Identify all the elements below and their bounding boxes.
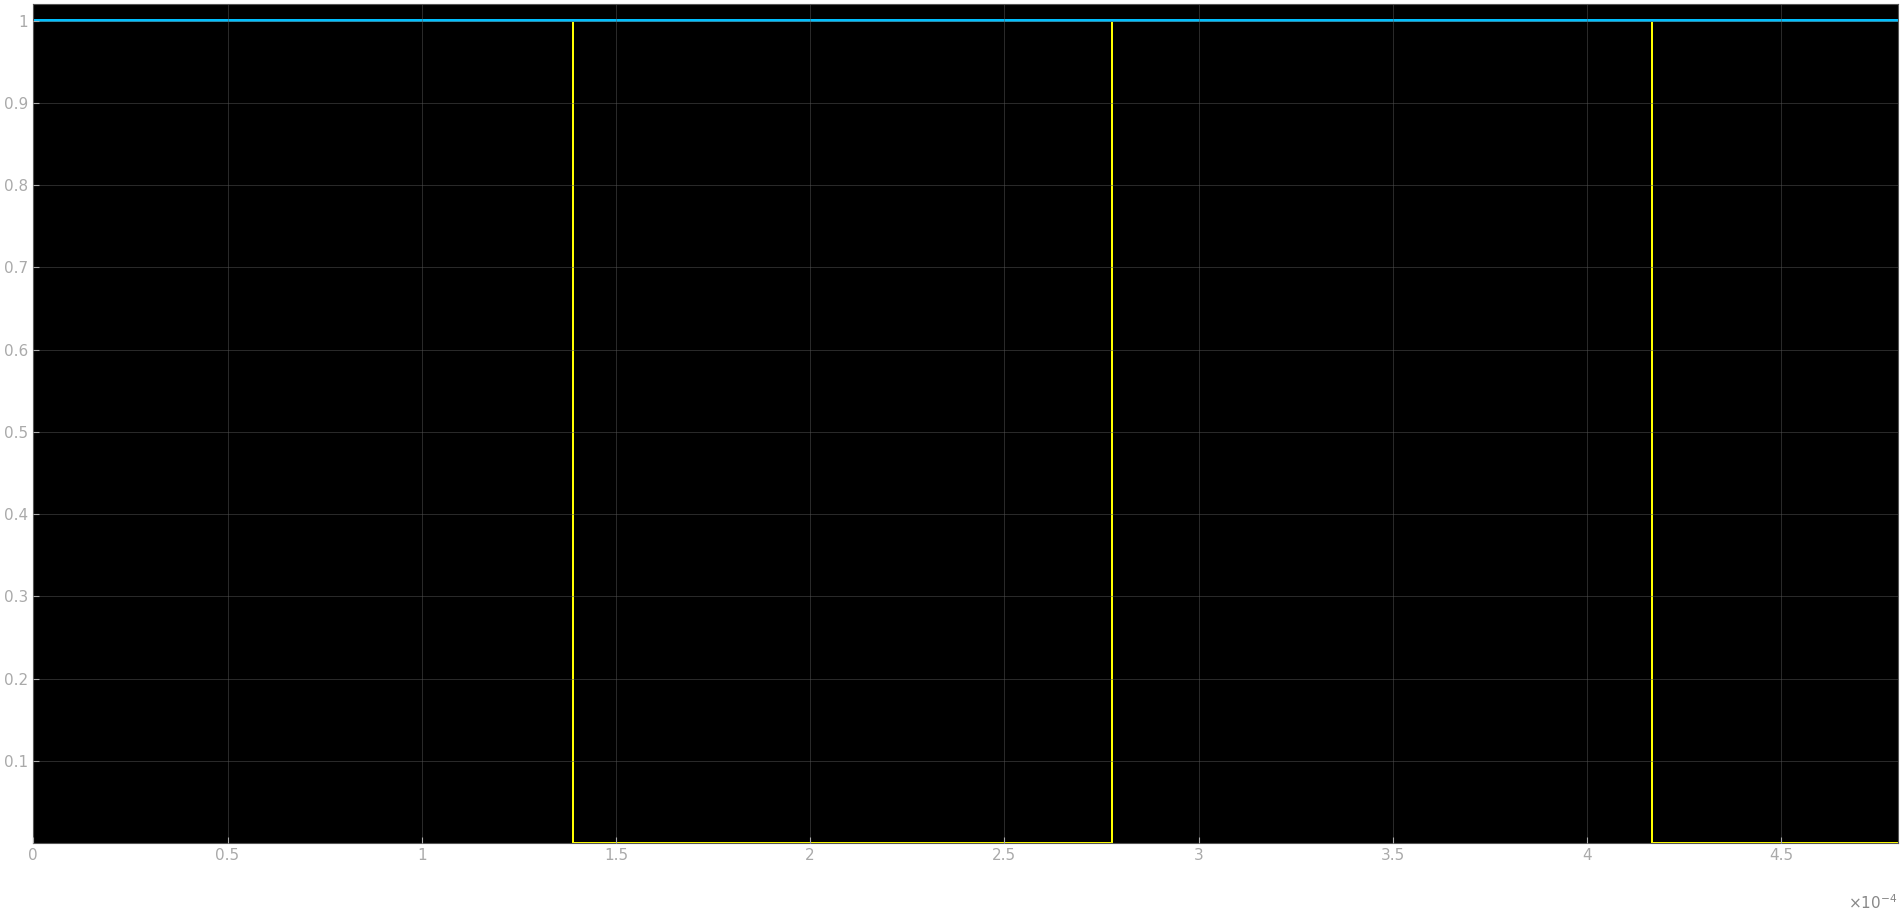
Text: $\times10^{-4}$: $\times10^{-4}$	[1849, 893, 1898, 908]
